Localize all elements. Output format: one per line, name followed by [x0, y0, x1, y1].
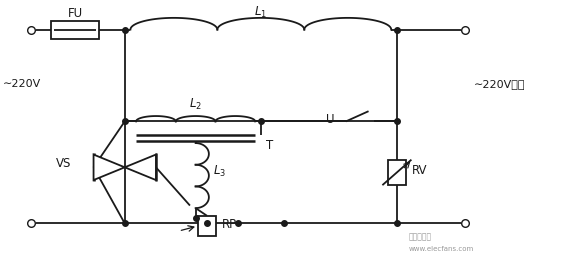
Text: RV: RV: [412, 164, 427, 177]
Text: RP: RP: [222, 217, 237, 230]
Text: VS: VS: [56, 156, 71, 169]
Bar: [388, 160, 406, 185]
Text: www.elecfans.com: www.elecfans.com: [408, 245, 473, 251]
Text: $L_3$: $L_3$: [213, 163, 226, 178]
Text: T: T: [266, 138, 274, 151]
Text: FU: FU: [67, 7, 83, 20]
Bar: [198, 216, 216, 236]
Bar: [51, 22, 99, 39]
Text: $L_2$: $L_2$: [189, 97, 202, 112]
Text: ∼220V输出: ∼220V输出: [473, 79, 525, 89]
Text: ∼220V: ∼220V: [3, 79, 41, 89]
Text: U: U: [326, 113, 335, 126]
Polygon shape: [94, 155, 125, 180]
Text: $L_1$: $L_1$: [255, 5, 267, 20]
Text: 电子发烧友: 电子发烧友: [408, 231, 431, 240]
Polygon shape: [125, 155, 156, 180]
